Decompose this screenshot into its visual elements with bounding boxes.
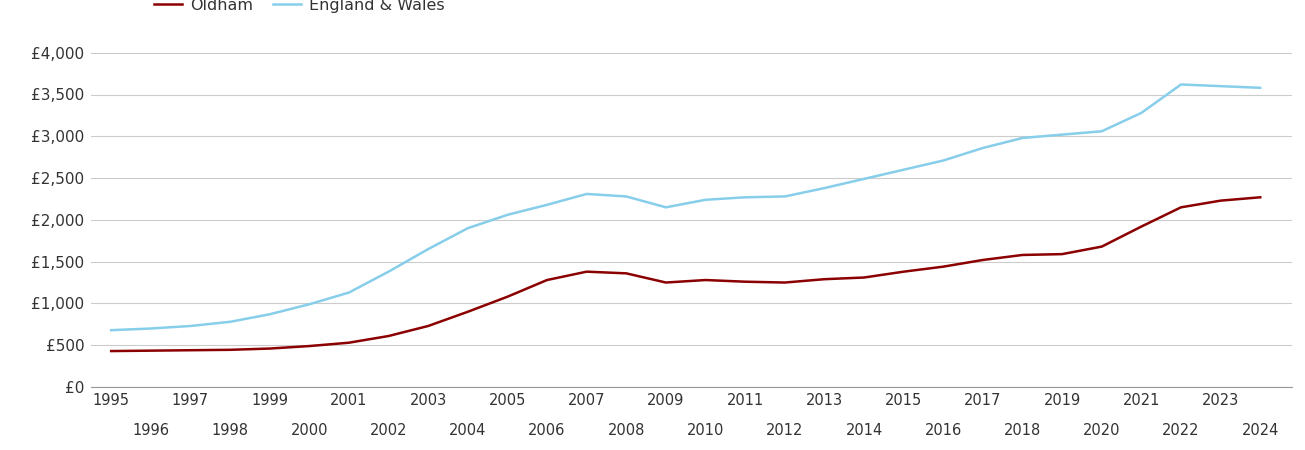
England & Wales <box>579 191 595 197</box>
Oldham <box>1212 198 1228 203</box>
Text: 2018: 2018 <box>1004 423 1041 438</box>
Oldham <box>1015 252 1031 258</box>
England & Wales <box>539 202 555 207</box>
Oldham <box>500 294 515 299</box>
Text: 2010: 2010 <box>686 423 724 438</box>
Line: Oldham: Oldham <box>111 197 1261 351</box>
Oldham <box>936 264 951 270</box>
Text: 1998: 1998 <box>211 423 248 438</box>
Line: England & Wales: England & Wales <box>111 85 1261 330</box>
Text: 2020: 2020 <box>1083 423 1121 438</box>
England & Wales <box>817 185 833 191</box>
Text: 2012: 2012 <box>766 423 804 438</box>
Oldham <box>856 275 872 280</box>
England & Wales <box>1134 110 1150 116</box>
Oldham <box>420 323 436 328</box>
England & Wales <box>1253 85 1268 90</box>
England & Wales <box>1054 132 1070 137</box>
Text: 2016: 2016 <box>925 423 962 438</box>
Oldham <box>658 280 673 285</box>
England & Wales <box>698 197 714 202</box>
England & Wales <box>262 311 278 317</box>
Text: 2022: 2022 <box>1163 423 1199 438</box>
Text: 2008: 2008 <box>608 423 645 438</box>
Text: 2000: 2000 <box>291 423 328 438</box>
Oldham <box>817 276 833 282</box>
Oldham <box>1094 244 1109 249</box>
England & Wales <box>975 145 990 151</box>
England & Wales <box>381 269 397 274</box>
Oldham <box>222 347 238 352</box>
Text: 2024: 2024 <box>1241 423 1279 438</box>
Oldham <box>776 280 792 285</box>
England & Wales <box>1173 82 1189 87</box>
Oldham <box>698 277 714 283</box>
Oldham <box>183 347 198 353</box>
England & Wales <box>459 225 475 231</box>
Oldham <box>341 340 356 346</box>
Legend: Oldham, England & Wales: Oldham, England & Wales <box>147 0 452 19</box>
Text: 2014: 2014 <box>846 423 882 438</box>
Oldham <box>975 257 990 263</box>
England & Wales <box>658 205 673 210</box>
England & Wales <box>856 176 872 182</box>
England & Wales <box>619 194 634 199</box>
Text: 2004: 2004 <box>449 423 487 438</box>
Oldham <box>301 343 317 349</box>
Oldham <box>103 348 119 354</box>
England & Wales <box>301 302 317 307</box>
England & Wales <box>222 319 238 324</box>
Oldham <box>1134 224 1150 229</box>
Oldham <box>262 346 278 351</box>
England & Wales <box>936 158 951 163</box>
Oldham <box>144 348 159 353</box>
Text: 2006: 2006 <box>529 423 565 438</box>
England & Wales <box>103 328 119 333</box>
Text: 2002: 2002 <box>369 423 407 438</box>
Oldham <box>619 270 634 276</box>
Oldham <box>1054 252 1070 257</box>
England & Wales <box>895 167 911 172</box>
Oldham <box>539 277 555 283</box>
England & Wales <box>500 212 515 217</box>
Oldham <box>1253 194 1268 200</box>
England & Wales <box>776 194 792 199</box>
England & Wales <box>737 194 753 200</box>
Oldham <box>895 269 911 274</box>
England & Wales <box>420 247 436 252</box>
England & Wales <box>144 326 159 331</box>
England & Wales <box>1094 129 1109 134</box>
England & Wales <box>183 323 198 328</box>
Oldham <box>381 333 397 339</box>
Oldham <box>459 309 475 315</box>
England & Wales <box>1015 135 1031 141</box>
Oldham <box>1173 205 1189 210</box>
Text: 1996: 1996 <box>132 423 170 438</box>
England & Wales <box>1212 83 1228 89</box>
Oldham <box>737 279 753 284</box>
England & Wales <box>341 290 356 295</box>
Oldham <box>579 269 595 274</box>
